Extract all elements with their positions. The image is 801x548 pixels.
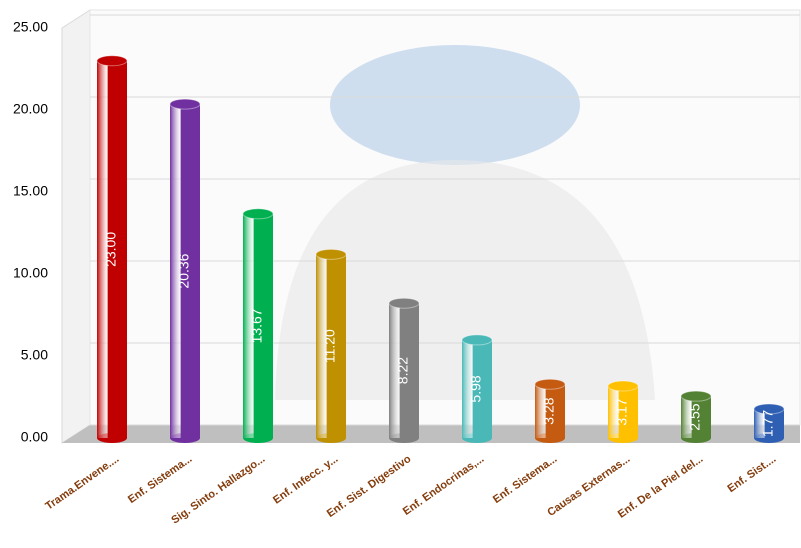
value-label: 11.20 — [322, 329, 338, 363]
bar-cap — [96, 55, 128, 67]
y-tick-label: 15.00 — [13, 183, 48, 199]
bar-cap — [388, 297, 420, 309]
bar-cap — [680, 390, 712, 402]
bar — [243, 213, 273, 438]
bar — [389, 303, 419, 438]
y-tick-label: 5.00 — [21, 347, 48, 363]
value-label: 8.22 — [395, 357, 411, 384]
value-label: 13.67 — [249, 308, 265, 343]
y-tick-label: 10.00 — [13, 265, 48, 281]
x-tick-label: Enf. Sistema... — [126, 453, 194, 506]
bar — [681, 396, 711, 438]
bar-cap — [169, 98, 201, 110]
y-tick-label: 0.00 — [21, 429, 48, 445]
x-tick-label: Enf. Endocrinas,... — [401, 453, 486, 518]
side-wall — [61, 9, 91, 444]
value-label: 5.98 — [468, 375, 484, 402]
bar-cap — [461, 334, 493, 346]
y-tick-label: 20.00 — [13, 101, 48, 117]
value-label: 2.55 — [687, 403, 703, 430]
watermark-head — [330, 45, 580, 165]
bar-cap — [315, 248, 347, 260]
bar — [97, 60, 127, 439]
watermark-body — [275, 160, 655, 400]
bar — [608, 386, 638, 438]
value-label: 20.36 — [176, 253, 192, 288]
x-tick-label: Trama.Envene.... — [43, 453, 121, 513]
bar — [462, 339, 492, 438]
value-label: 3.28 — [541, 397, 557, 424]
y-tick-label: 25.00 — [13, 19, 48, 35]
x-tick-label: Enf. Sist.... — [725, 453, 778, 495]
value-label: 1.77 — [760, 410, 776, 437]
bar-cap — [242, 208, 274, 220]
x-tick-label: Enf. Infecc. y... — [271, 453, 340, 507]
bar — [316, 254, 346, 438]
value-label: 23.00 — [103, 232, 119, 267]
x-tick-label: Enf. Sistema... — [491, 453, 559, 506]
bar-cap — [753, 403, 785, 415]
bar-cap — [607, 380, 639, 392]
bar — [170, 104, 200, 438]
bar — [535, 384, 565, 438]
value-label: 3.17 — [614, 398, 630, 425]
bar-cap — [534, 378, 566, 390]
